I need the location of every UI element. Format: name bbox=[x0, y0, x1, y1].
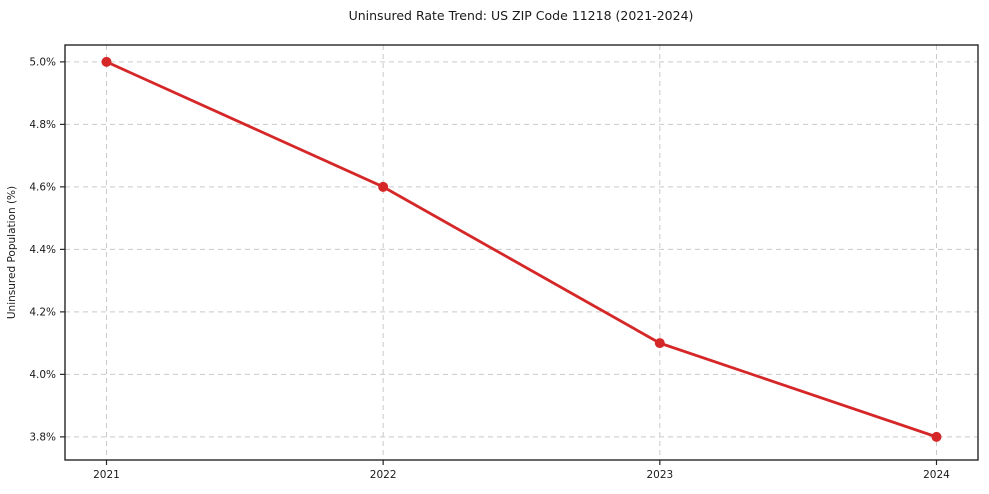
y-axis-label: Uninsured Population (%) bbox=[6, 186, 18, 319]
y-tick-label: 4.2% bbox=[29, 306, 56, 318]
x-tick-label: 2024 bbox=[923, 469, 950, 481]
data-point-marker bbox=[101, 56, 112, 67]
y-tick-label: 4.4% bbox=[29, 244, 56, 256]
y-tick-label: 4.6% bbox=[29, 181, 56, 193]
gridlines-layer bbox=[65, 45, 978, 460]
trend-line bbox=[105, 60, 938, 439]
data-series-layer bbox=[101, 56, 942, 442]
chart-title: Uninsured Rate Trend: US ZIP Code 11218 … bbox=[349, 8, 694, 23]
y-tick-label: 4.0% bbox=[29, 369, 56, 381]
x-tick-label: 2023 bbox=[646, 469, 673, 481]
x-tick-label: 2022 bbox=[370, 469, 397, 481]
data-point-marker bbox=[931, 431, 942, 442]
data-point-marker bbox=[378, 181, 389, 192]
y-tick-label: 3.8% bbox=[29, 431, 56, 443]
y-tick-label: 4.8% bbox=[29, 119, 56, 131]
plot-border bbox=[64, 44, 979, 461]
x-tick-label: 2021 bbox=[93, 469, 120, 481]
data-point-marker bbox=[654, 338, 665, 349]
axes-layer: 3.8% 4.0% 4.2% 4.4% 4.6% 4.8% 5.0% 2021 2022 2023… bbox=[29, 44, 979, 481]
y-tick-label: 5.0% bbox=[29, 56, 56, 68]
